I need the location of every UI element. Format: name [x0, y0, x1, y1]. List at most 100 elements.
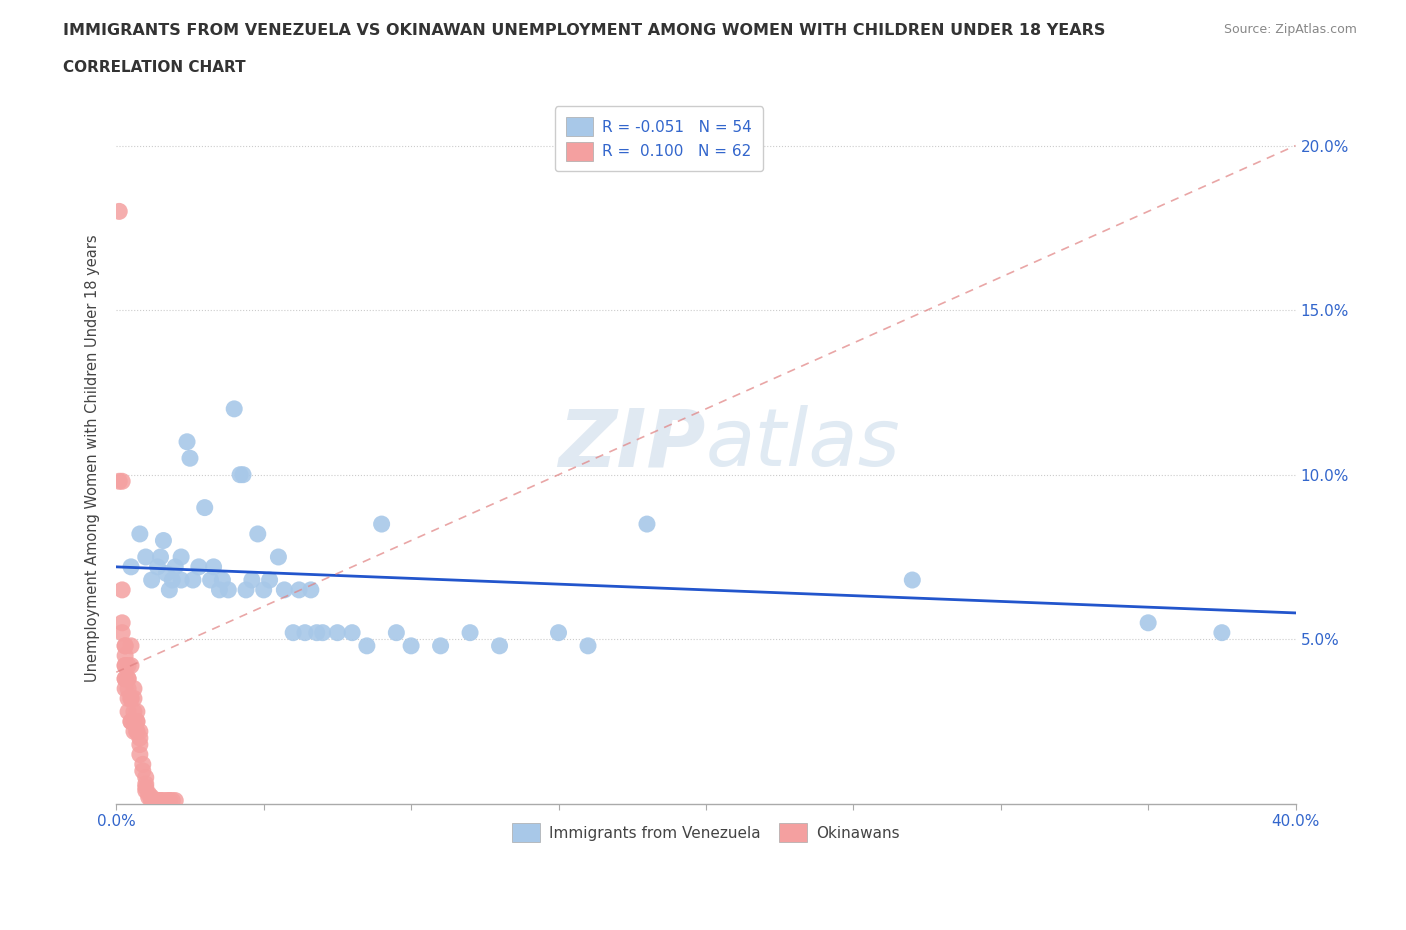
- Point: [162, 793, 184, 808]
- Text: ZIP: ZIP: [558, 405, 706, 484]
- Point: [240, 573, 263, 588]
- Point: [385, 625, 408, 640]
- Point: [117, 671, 139, 686]
- Point: [547, 625, 569, 640]
- Point: [311, 625, 333, 640]
- Point: [187, 560, 209, 575]
- Point: [114, 681, 136, 696]
- Point: [356, 638, 378, 653]
- Point: [194, 500, 217, 515]
- Text: Source: ZipAtlas.com: Source: ZipAtlas.com: [1223, 23, 1357, 36]
- Point: [122, 681, 145, 696]
- Point: [157, 582, 180, 597]
- Point: [138, 787, 160, 802]
- Point: [108, 474, 131, 489]
- Point: [217, 582, 239, 597]
- Point: [576, 638, 599, 653]
- Point: [229, 467, 252, 482]
- Point: [162, 573, 184, 588]
- Point: [149, 793, 172, 808]
- Point: [170, 573, 193, 588]
- Point: [141, 793, 163, 808]
- Point: [120, 638, 142, 653]
- Point: [111, 582, 134, 597]
- Point: [299, 582, 322, 597]
- Point: [120, 658, 142, 673]
- Point: [170, 550, 193, 565]
- Point: [135, 783, 157, 798]
- Point: [326, 625, 349, 640]
- Point: [111, 625, 134, 640]
- Point: [157, 793, 180, 808]
- Point: [1211, 625, 1233, 640]
- Point: [132, 764, 155, 778]
- Point: [636, 517, 658, 532]
- Point: [146, 560, 169, 575]
- Point: [253, 582, 276, 597]
- Point: [114, 638, 136, 653]
- Point: [120, 691, 142, 706]
- Point: [1137, 616, 1160, 631]
- Point: [288, 582, 311, 597]
- Point: [141, 793, 163, 808]
- Point: [370, 517, 392, 532]
- Point: [294, 625, 316, 640]
- Point: [117, 704, 139, 719]
- Point: [122, 704, 145, 719]
- Point: [399, 638, 422, 653]
- Point: [135, 780, 157, 795]
- Point: [125, 704, 148, 719]
- Point: [259, 573, 281, 588]
- Point: [135, 770, 157, 785]
- Point: [128, 737, 150, 752]
- Point: [165, 560, 187, 575]
- Point: [211, 573, 233, 588]
- Point: [114, 648, 136, 663]
- Text: IMMIGRANTS FROM VENEZUELA VS OKINAWAN UNEMPLOYMENT AMONG WOMEN WITH CHILDREN UND: IMMIGRANTS FROM VENEZUELA VS OKINAWAN UN…: [63, 23, 1105, 38]
- Point: [429, 638, 451, 653]
- Point: [273, 582, 295, 597]
- Point: [152, 533, 174, 548]
- Y-axis label: Unemployment Among Women with Children Under 18 years: Unemployment Among Women with Children U…: [86, 234, 100, 682]
- Point: [141, 573, 163, 588]
- Point: [128, 731, 150, 746]
- Point: [122, 714, 145, 729]
- Point: [235, 582, 257, 597]
- Point: [122, 724, 145, 738]
- Point: [114, 658, 136, 673]
- Point: [120, 714, 142, 729]
- Point: [128, 724, 150, 738]
- Point: [143, 793, 166, 808]
- Point: [108, 204, 131, 219]
- Legend: Immigrants from Venezuela, Okinawans: Immigrants from Venezuela, Okinawans: [506, 817, 905, 848]
- Point: [125, 724, 148, 738]
- Point: [340, 625, 363, 640]
- Point: [114, 671, 136, 686]
- Point: [176, 434, 198, 449]
- Point: [120, 560, 142, 575]
- Point: [125, 714, 148, 729]
- Point: [120, 714, 142, 729]
- Point: [141, 790, 163, 804]
- Point: [232, 467, 254, 482]
- Point: [135, 777, 157, 791]
- Point: [901, 573, 924, 588]
- Point: [114, 638, 136, 653]
- Text: atlas: atlas: [706, 405, 901, 484]
- Text: CORRELATION CHART: CORRELATION CHART: [63, 60, 246, 75]
- Point: [181, 573, 204, 588]
- Point: [125, 714, 148, 729]
- Point: [149, 793, 172, 808]
- Point: [143, 793, 166, 808]
- Point: [224, 402, 246, 417]
- Point: [114, 658, 136, 673]
- Point: [208, 582, 231, 597]
- Point: [149, 550, 172, 565]
- Point: [305, 625, 328, 640]
- Point: [179, 451, 201, 466]
- Point: [155, 793, 177, 808]
- Point: [117, 691, 139, 706]
- Point: [458, 625, 481, 640]
- Point: [200, 573, 222, 588]
- Point: [117, 658, 139, 673]
